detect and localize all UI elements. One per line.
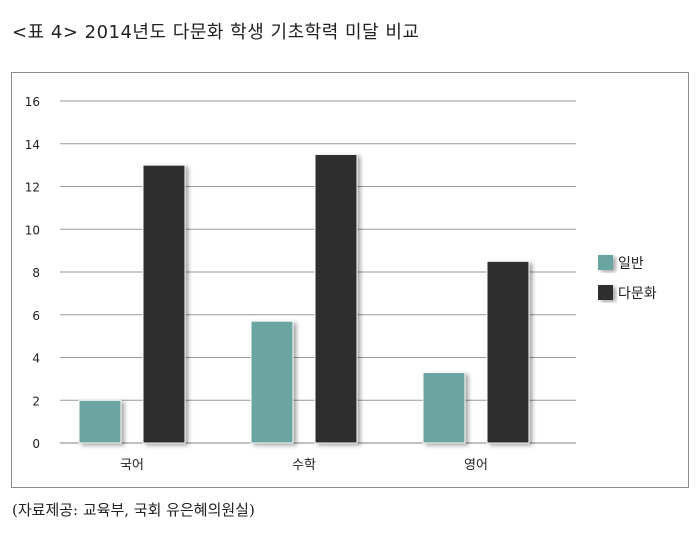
- y-tick-label: 8: [32, 266, 40, 280]
- bar-general-2: [422, 371, 466, 444]
- bar-multicultural-2: [486, 260, 530, 444]
- bar-general-1: [250, 320, 294, 444]
- bar-general-0: [78, 399, 122, 444]
- y-tick-label: 6: [32, 309, 40, 323]
- x-tick-label: 영어: [464, 458, 488, 473]
- x-tick-label: 수학: [292, 458, 316, 473]
- y-tick-label: 4: [32, 352, 40, 366]
- y-tick-label: 12: [25, 181, 40, 195]
- y-tick-label: 16: [25, 95, 40, 109]
- source-note: (자료제공: 교육부, 국회 유은혜의원실): [12, 501, 255, 519]
- y-tick-label: 0: [32, 437, 40, 451]
- bar-multicultural-1: [314, 153, 358, 444]
- y-tick-label: 2: [32, 394, 40, 408]
- table-caption: <표 4> 2014년도 다문화 학생 기초학력 미달 비교: [12, 22, 420, 43]
- legend-swatch: [598, 285, 613, 300]
- legend-label: 다문화: [618, 286, 657, 302]
- y-tick-label: 10: [25, 223, 40, 237]
- legend-label: 일반: [618, 256, 644, 272]
- y-tick-label: 14: [25, 138, 40, 152]
- x-tick-label: 국어: [120, 458, 144, 473]
- bar-multicultural-0: [142, 164, 186, 444]
- legend-swatch: [598, 255, 613, 270]
